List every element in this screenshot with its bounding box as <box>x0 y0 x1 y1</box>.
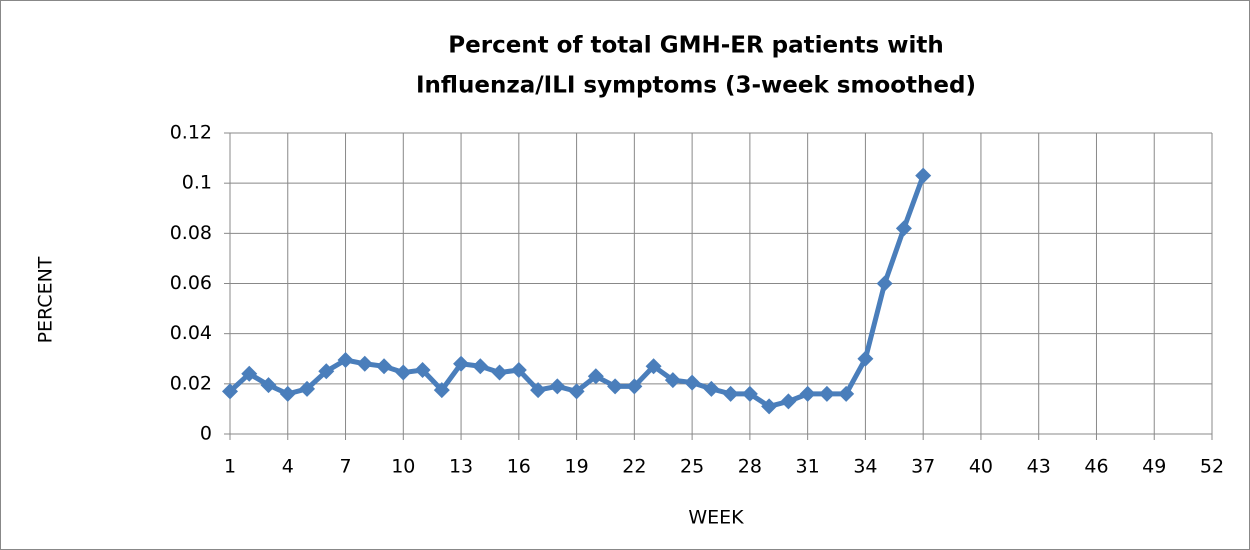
y-tick-label: 0.08 <box>170 222 212 244</box>
point-marker <box>761 398 778 415</box>
x-tick-label: 31 <box>796 456 820 478</box>
point-marker <box>453 355 470 372</box>
x-tick-label: 13 <box>449 456 473 478</box>
x-tick-label: 22 <box>622 456 646 478</box>
point-marker <box>780 393 797 410</box>
chart-title: Influenza/ILI symptoms (3-week smoothed) <box>416 73 976 99</box>
y-axis-label: PERCENT <box>35 256 57 343</box>
x-tick-label: 19 <box>564 456 588 478</box>
x-axis-label: WEEK <box>688 507 744 529</box>
point-marker <box>741 385 758 402</box>
point-marker <box>818 385 835 402</box>
point-marker <box>260 377 277 394</box>
y-tick-label: 0.06 <box>170 272 212 294</box>
point-marker <box>645 358 662 375</box>
x-tick-label: 7 <box>339 456 351 478</box>
x-tick-label: 28 <box>738 456 762 478</box>
point-marker <box>510 362 527 379</box>
y-tick-label: 0.02 <box>170 372 212 394</box>
y-tick-label: 0.1 <box>182 172 212 194</box>
point-marker <box>299 380 316 397</box>
x-tick-label: 34 <box>853 456 877 478</box>
x-tick-label: 49 <box>1142 456 1166 478</box>
point-marker <box>549 378 566 395</box>
point-marker <box>279 385 296 402</box>
point-marker <box>472 358 489 375</box>
point-marker <box>664 372 681 389</box>
x-tick-label: 40 <box>969 456 993 478</box>
chart-title: Percent of total GMH-ER patients with <box>448 33 943 59</box>
point-marker <box>568 383 585 400</box>
x-tick-label: 10 <box>391 456 415 478</box>
point-marker <box>799 385 816 402</box>
point-marker <box>433 382 450 399</box>
y-tick-label: 0 <box>200 423 212 445</box>
x-tick-label: 16 <box>507 456 531 478</box>
point-marker <box>222 383 238 400</box>
x-tick-label: 43 <box>1027 456 1051 478</box>
point-marker <box>337 352 354 369</box>
x-tick-label: 52 <box>1200 456 1224 478</box>
point-marker <box>915 167 932 184</box>
x-tick-label: 1 <box>224 456 236 478</box>
point-marker <box>838 385 855 402</box>
point-marker <box>684 374 701 391</box>
point-marker <box>356 355 373 372</box>
point-marker <box>876 275 893 292</box>
x-tick-label: 37 <box>911 456 935 478</box>
point-marker <box>626 378 643 395</box>
point-marker <box>395 364 412 381</box>
point-marker <box>857 350 874 367</box>
point-marker <box>587 368 604 385</box>
x-tick-label: 25 <box>680 456 704 478</box>
point-marker <box>722 385 739 402</box>
point-marker <box>376 358 393 375</box>
point-marker <box>414 362 431 379</box>
point-marker <box>491 364 508 381</box>
y-tick-label: 0.04 <box>170 322 212 344</box>
point-marker <box>318 363 335 380</box>
x-tick-label: 46 <box>1084 456 1108 478</box>
point-marker <box>895 220 912 237</box>
x-tick-label: 4 <box>282 456 294 478</box>
point-marker <box>607 378 624 395</box>
y-tick-label: 0.12 <box>170 122 212 144</box>
point-marker <box>530 382 547 399</box>
point-marker <box>703 380 720 397</box>
point-marker <box>241 365 258 382</box>
